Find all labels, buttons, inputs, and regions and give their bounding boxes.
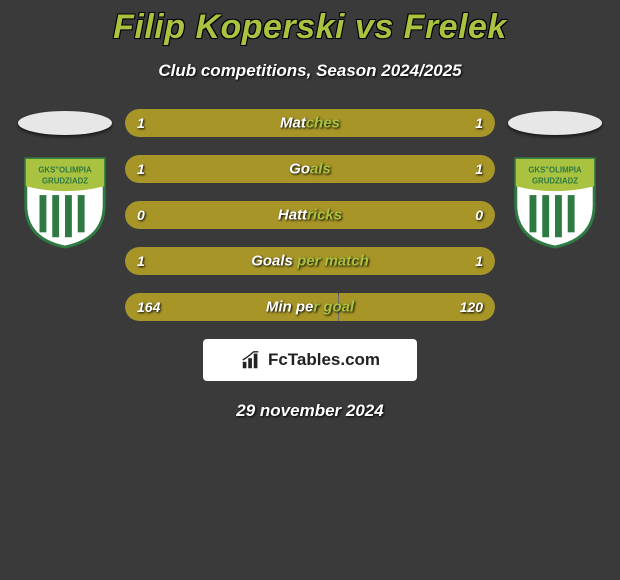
shield-icon: GKS"OLIMPIA GRUDZIADZ	[16, 151, 114, 249]
metric-label: Min per goal	[266, 299, 354, 316]
metric-label-right: r goal	[313, 299, 354, 316]
metric-label-right: ricks	[307, 207, 342, 224]
club-name-2: GRUDZIADZ	[42, 176, 88, 185]
metric-bar: Goals 1 1	[125, 155, 495, 183]
metric-value-left: 1	[137, 161, 145, 177]
shield-icon: GKS"OLIMPIA GRUDZIADZ	[506, 151, 604, 249]
metric-bars: Matches 1 1 Goals 1 1 Hattricks 0 0 Goals per mat…	[125, 109, 495, 321]
club-name-1: GKS"OLIMPIA	[38, 166, 92, 175]
metric-value-right: 120	[460, 299, 483, 315]
bar-fill-left	[125, 155, 310, 183]
metric-label: Goals per match	[251, 253, 369, 270]
metric-value-right: 1	[475, 115, 483, 131]
bar-fill-right	[310, 155, 495, 183]
metric-label-right: als	[310, 161, 331, 178]
metric-bar: Goals per match 1 1	[125, 247, 495, 275]
metric-bar: Min per goal 164 120	[125, 293, 495, 321]
metric-bar: Matches 1 1	[125, 109, 495, 137]
metric-value-right: 1	[475, 253, 483, 269]
metric-label: Matches	[280, 115, 340, 132]
comparison-row: GKS"OLIMPIA GRUDZIADZ Matches 1 1 Goals 1 1 Ha…	[0, 109, 620, 321]
metric-value-left: 0	[137, 207, 145, 223]
metric-label-right: ches	[306, 115, 340, 132]
player-left-col: GKS"OLIMPIA GRUDZIADZ	[5, 109, 125, 249]
club-name-1: GKS"OLIMPIA	[528, 166, 582, 175]
metric-label-left: Min pe	[266, 299, 314, 316]
attribution-box: FcTables.com	[203, 339, 417, 381]
metric-label-left: Hatt	[278, 207, 307, 224]
metric-label: Goals	[289, 161, 331, 178]
club-name-2: GRUDZIADZ	[532, 176, 578, 185]
page-title: Filip Koperski vs Frelek	[0, 8, 620, 47]
player-left-avatar-shadow	[18, 111, 112, 135]
metric-value-right: 1	[475, 161, 483, 177]
player-right-col: GKS"OLIMPIA GRUDZIADZ	[495, 109, 615, 249]
club-badge-left: GKS"OLIMPIA GRUDZIADZ	[16, 151, 114, 249]
club-badge-right: GKS"OLIMPIA GRUDZIADZ	[506, 151, 604, 249]
date-text: 29 november 2024	[0, 401, 620, 421]
metric-value-left: 164	[137, 299, 160, 315]
metric-label-left: Go	[289, 161, 310, 178]
metric-label-left: Mat	[280, 115, 306, 132]
subtitle: Club competitions, Season 2024/2025	[0, 61, 620, 81]
metric-label-left: Goals	[251, 253, 297, 270]
attribution-text: FcTables.com	[268, 350, 380, 370]
chart-icon	[240, 349, 262, 371]
metric-value-right: 0	[475, 207, 483, 223]
metric-value-left: 1	[137, 253, 145, 269]
player-right-avatar-shadow	[508, 111, 602, 135]
metric-bar: Hattricks 0 0	[125, 201, 495, 229]
metric-label-right: per match	[297, 253, 369, 270]
metric-value-left: 1	[137, 115, 145, 131]
metric-label: Hattricks	[278, 207, 342, 224]
